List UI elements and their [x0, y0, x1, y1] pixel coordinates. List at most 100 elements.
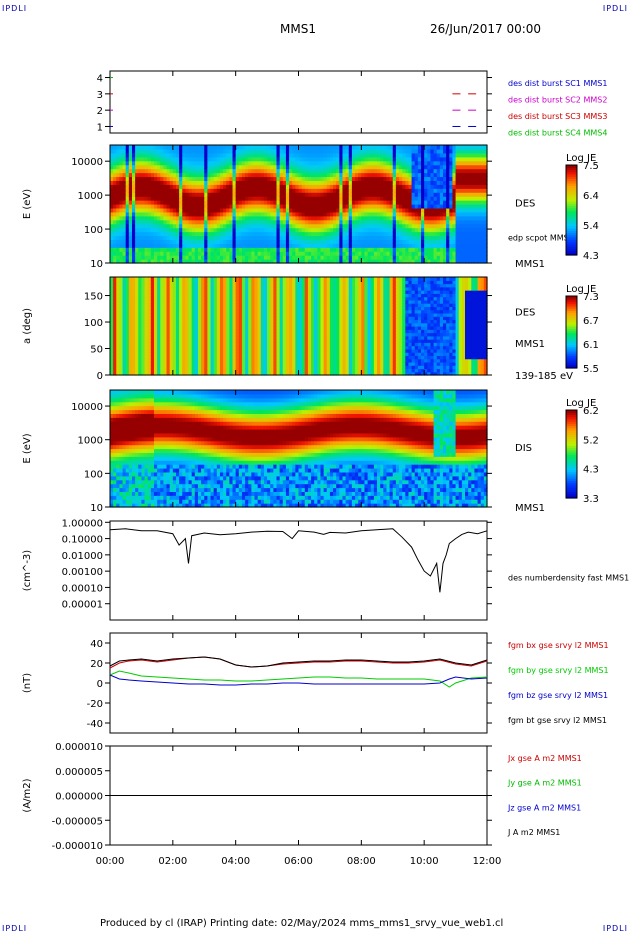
heatmap-cell: [157, 200, 161, 205]
heatmap-cell: [122, 156, 127, 162]
heatmap-cell: [358, 152, 362, 158]
heatmap-cell: [273, 231, 278, 237]
heatmap-cell: [304, 196, 309, 201]
heatmap-cell: [210, 172, 215, 178]
heatmap-cell: [150, 223, 155, 229]
heatmap-cell: [336, 251, 340, 256]
heatmap-cell: [333, 164, 337, 170]
heatmap-cell: [433, 148, 438, 154]
heatmap-cell: [364, 259, 369, 264]
heatmap-cell: [304, 211, 309, 217]
heatmap-cell: [153, 152, 158, 158]
heatmap-cell: [147, 145, 152, 150]
heatmap-cell: [188, 235, 193, 240]
heatmap-cell: [270, 184, 274, 189]
heatmap-cell: [477, 148, 482, 154]
heatmap-cell: [110, 172, 114, 178]
heatmap-cell: [150, 148, 155, 154]
heatmap-cell: [329, 188, 334, 193]
heatmap-cell: [150, 215, 155, 221]
heatmap-cell: [345, 172, 350, 178]
heatmap-cell: [110, 227, 114, 233]
heatmap-cell: [411, 196, 416, 201]
heatmap-cell: [131, 207, 136, 213]
heatmap-cell: [414, 211, 419, 217]
heatmap-cell: [179, 188, 183, 193]
heatmap-cell: [135, 192, 139, 197]
heatmap-cell: [358, 219, 362, 225]
heatmap-cell: [292, 255, 296, 260]
heatmap-cell: [197, 156, 202, 162]
heatmap-cell: [414, 176, 419, 181]
heatmap-cell: [207, 255, 212, 260]
heatmap-cell: [483, 235, 488, 240]
heatmap-cell: [194, 211, 199, 217]
heatmap-cell: [436, 164, 441, 170]
heatmap-cell: [241, 211, 246, 217]
heatmap-cell: [219, 231, 224, 237]
heatmap-cell: [380, 235, 384, 240]
heatmap-cell: [301, 227, 306, 233]
heatmap-cell: [477, 211, 482, 217]
heatmap-cell: [276, 251, 281, 256]
heatmap-cell: [147, 255, 152, 260]
heatmap-cell: [370, 223, 375, 229]
heatmap-cell: [144, 215, 149, 221]
heatmap-cell: [351, 239, 356, 244]
heatmap-cell: [443, 247, 447, 252]
heatmap-cell: [241, 196, 246, 201]
heatmap-cell: [449, 243, 454, 248]
heatmap-cell: [289, 184, 293, 189]
heatmap-cell: [235, 211, 240, 217]
heatmap-cell: [285, 160, 290, 166]
heatmap-cell: [345, 176, 350, 181]
heatmap-cell: [175, 164, 180, 170]
heatmap-cell: [131, 211, 136, 217]
heatmap-cell: [361, 235, 366, 240]
heatmap-cell: [160, 160, 165, 166]
heatmap-cell: [355, 152, 359, 158]
heatmap-cell: [122, 223, 127, 229]
heatmap-cell: [433, 223, 438, 229]
heatmap-cell: [238, 192, 243, 197]
heatmap-cell: [226, 255, 230, 260]
heatmap-cell: [150, 231, 155, 237]
heatmap-cell: [446, 160, 450, 166]
heatmap-cell: [405, 235, 410, 240]
heatmap-cell: [424, 219, 428, 225]
heatmap-cell: [163, 227, 168, 233]
heatmap-cell: [424, 211, 428, 217]
heatmap-cell: [395, 184, 400, 189]
heatmap-cell: [257, 211, 262, 217]
heatmap-cell: [320, 235, 325, 240]
heatmap-cell: [311, 192, 315, 197]
heatmap-cell: [452, 184, 457, 189]
heatmap-cell: [443, 204, 447, 209]
heatmap-cell: [150, 180, 155, 185]
heatmap-cell: [197, 223, 202, 229]
heatmap-cell: [223, 251, 227, 256]
heatmap-cell: [166, 215, 171, 221]
heatmap-cell: [263, 259, 268, 264]
heatmap-cell: [131, 204, 136, 209]
heatmap-cell: [163, 239, 168, 244]
heatmap-cell: [358, 200, 362, 205]
heatmap-cell: [373, 235, 378, 240]
heatmap-cell: [295, 247, 300, 252]
heatmap-cell: [185, 231, 190, 237]
heatmap-cell: [119, 176, 124, 181]
heatmap-cell: [188, 168, 193, 174]
heatmap-cell: [323, 145, 328, 150]
heatmap-cell: [320, 176, 325, 181]
heatmap-cell: [191, 176, 196, 181]
heatmap-cell: [138, 251, 143, 256]
heatmap-cell: [257, 219, 262, 225]
heatmap-cell: [279, 204, 284, 209]
heatmap-cell: [273, 164, 278, 170]
heatmap-cell: [311, 227, 315, 233]
heatmap-cell: [213, 188, 218, 193]
heatmap-cell: [125, 192, 130, 197]
heatmap-cell: [311, 180, 315, 185]
heatmap-cell: [421, 247, 425, 252]
